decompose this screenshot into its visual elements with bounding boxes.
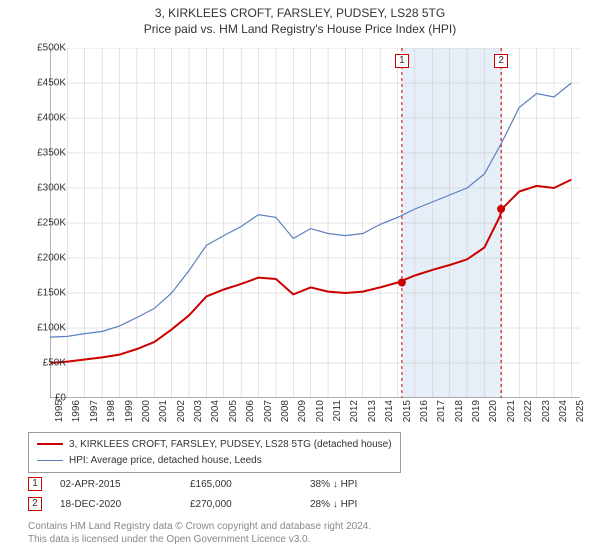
event-marker-on-chart: 1 [395, 54, 409, 68]
chart-title-block: 3, KIRKLEES CROFT, FARSLEY, PUDSEY, LS28… [0, 0, 600, 36]
footer-line-1: Contains HM Land Registry data © Crown c… [28, 520, 371, 533]
x-tick-label: 2017 [436, 400, 447, 430]
y-tick-label: £200K [22, 253, 66, 264]
x-tick-label: 2018 [454, 400, 465, 430]
x-tick-label: 2000 [141, 400, 152, 430]
x-tick-label: 2025 [575, 400, 586, 430]
x-tick-label: 1999 [124, 400, 135, 430]
x-tick-label: 2006 [245, 400, 256, 430]
y-tick-label: £450K [22, 78, 66, 89]
x-tick-label: 2001 [158, 400, 169, 430]
x-tick-label: 2024 [558, 400, 569, 430]
y-tick-label: £250K [22, 218, 66, 229]
legend-row: HPI: Average price, detached house, Leed… [37, 452, 392, 468]
y-tick-label: £400K [22, 113, 66, 124]
footer-line-2: This data is licensed under the Open Gov… [28, 533, 371, 546]
legend-label: 3, KIRKLEES CROFT, FARSLEY, PUDSEY, LS28… [69, 439, 392, 450]
event-date: 18-DEC-2020 [60, 499, 190, 510]
x-tick-label: 2004 [210, 400, 221, 430]
x-tick-label: 2003 [193, 400, 204, 430]
x-tick-label: 2023 [541, 400, 552, 430]
y-tick-label: £350K [22, 148, 66, 159]
legend-label: HPI: Average price, detached house, Leed… [69, 455, 262, 466]
y-tick-label: £150K [22, 288, 66, 299]
title-line-2: Price paid vs. HM Land Registry's House … [0, 22, 600, 36]
x-tick-label: 1996 [71, 400, 82, 430]
x-tick-label: 2016 [419, 400, 430, 430]
event-price: £165,000 [190, 479, 310, 490]
event-row: 1 02-APR-2015£165,00038% ↓ HPI [28, 474, 430, 494]
x-tick-label: 2007 [263, 400, 274, 430]
event-delta: 28% ↓ HPI [310, 499, 430, 510]
event-row: 2 18-DEC-2020£270,00028% ↓ HPI [28, 494, 430, 514]
x-tick-label: 2019 [471, 400, 482, 430]
event-marker-icon: 1 [28, 477, 42, 491]
event-date: 02-APR-2015 [60, 479, 190, 490]
event-delta: 38% ↓ HPI [310, 479, 430, 490]
x-tick-label: 2021 [506, 400, 517, 430]
x-tick-label: 2008 [280, 400, 291, 430]
x-tick-label: 2002 [176, 400, 187, 430]
y-tick-label: £500K [22, 43, 66, 54]
x-tick-label: 2012 [349, 400, 360, 430]
title-line-1: 3, KIRKLEES CROFT, FARSLEY, PUDSEY, LS28… [0, 6, 600, 20]
x-tick-label: 1997 [89, 400, 100, 430]
x-tick-label: 2020 [488, 400, 499, 430]
footer-attribution: Contains HM Land Registry data © Crown c… [28, 520, 371, 546]
x-tick-label: 2015 [402, 400, 413, 430]
event-price: £270,000 [190, 499, 310, 510]
legend-box: 3, KIRKLEES CROFT, FARSLEY, PUDSEY, LS28… [28, 432, 401, 473]
chart-area [50, 48, 580, 398]
legend-swatch [37, 460, 63, 461]
event-marker-on-chart: 2 [494, 54, 508, 68]
x-tick-label: 2013 [367, 400, 378, 430]
y-tick-label: £100K [22, 323, 66, 334]
events-table: 1 02-APR-2015£165,00038% ↓ HPI 2 18-DEC-202… [28, 474, 430, 514]
legend-row: 3, KIRKLEES CROFT, FARSLEY, PUDSEY, LS28… [37, 436, 392, 452]
event-marker-icon: 2 [28, 497, 42, 511]
line-chart-svg [50, 48, 580, 398]
legend-swatch [37, 443, 63, 445]
x-tick-label: 2014 [384, 400, 395, 430]
x-tick-label: 2009 [297, 400, 308, 430]
x-tick-label: 2022 [523, 400, 534, 430]
x-tick-label: 1995 [54, 400, 65, 430]
x-tick-label: 2011 [332, 400, 343, 430]
y-tick-label: £300K [22, 183, 66, 194]
x-tick-label: 2005 [228, 400, 239, 430]
y-tick-label: £50K [22, 358, 66, 369]
x-tick-label: 2010 [315, 400, 326, 430]
x-tick-label: 1998 [106, 400, 117, 430]
